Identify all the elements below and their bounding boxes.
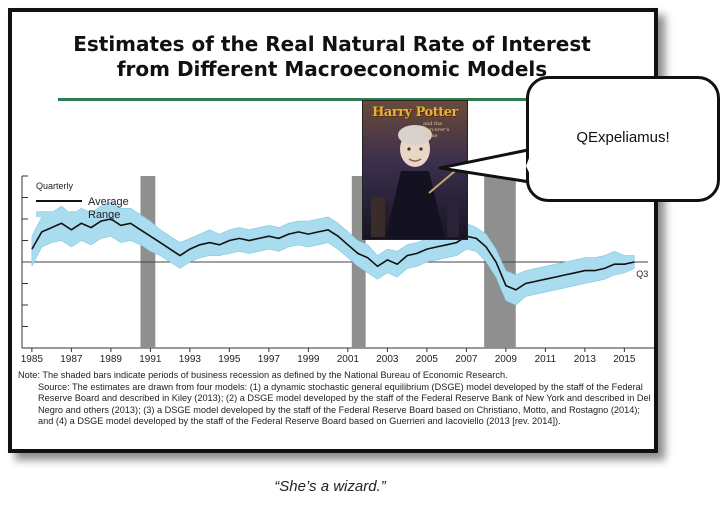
x-tick-label: 2003 bbox=[376, 354, 399, 365]
end-label-q3: Q3 bbox=[636, 269, 648, 279]
poster-title: Harry Potter bbox=[372, 105, 458, 120]
x-tick-label: 2001 bbox=[337, 354, 360, 365]
note-text: Note: The shaded bars indicate periods o… bbox=[18, 370, 508, 380]
average-line bbox=[31, 218, 635, 291]
movie-poster-image: Harry Potter and the Sorcerer's Stone bbox=[362, 100, 468, 240]
title-line-1: Estimates of the Real Natural Rate of In… bbox=[73, 32, 591, 56]
interest-rate-chart: 1985 1987 1989 1991 1993 1995 1997 1999 2001 2003… bbox=[21, 175, 654, 365]
speech-bubble: QExpeliamus! bbox=[526, 76, 720, 202]
x-tick-label: 2009 bbox=[495, 354, 518, 365]
x-tick-label: 1993 bbox=[179, 354, 202, 365]
legend-range-label: Range bbox=[88, 209, 120, 221]
speech-bubble-text: QExpeliamus! bbox=[576, 129, 670, 146]
legend-range-swatch bbox=[36, 211, 82, 217]
x-tick-label: 1999 bbox=[297, 354, 320, 365]
x-tick-label: 1989 bbox=[100, 354, 123, 365]
x-tick-label: 1997 bbox=[258, 354, 281, 365]
photo-caption: “She’s a wizard.” bbox=[274, 478, 386, 495]
source-text: Source: The estimates are drawn from fou… bbox=[38, 381, 651, 427]
x-tick-label: 2011 bbox=[535, 354, 557, 365]
poster-subtitle: and the Sorcerer's Stone bbox=[423, 121, 450, 139]
frequency-label: Quarterly bbox=[36, 181, 74, 191]
chart-notes: Note: The shaded bars indicate periods o… bbox=[18, 370, 654, 428]
x-tick-label: 1985 bbox=[21, 354, 44, 365]
x-tick-label: 2013 bbox=[574, 354, 597, 365]
x-tick-label: 2015 bbox=[613, 354, 636, 365]
wizard-portrait-icon bbox=[371, 125, 459, 239]
range-band bbox=[31, 201, 635, 306]
title-line-2: from Different Macroeconomic Models bbox=[116, 57, 548, 81]
x-tick-label: 1991 bbox=[139, 354, 162, 365]
x-tick-label: 2007 bbox=[455, 354, 478, 365]
x-tick-label: 2005 bbox=[416, 354, 439, 365]
x-tick-label: 1995 bbox=[218, 354, 241, 365]
chart-title: Estimates of the Real Natural Rate of In… bbox=[12, 32, 652, 82]
title-underline bbox=[58, 98, 598, 101]
legend-average-label: Average bbox=[88, 196, 129, 208]
slide-frame: Estimates of the Real Natural Rate of In… bbox=[8, 8, 658, 453]
x-tick-label: 1987 bbox=[60, 354, 83, 365]
